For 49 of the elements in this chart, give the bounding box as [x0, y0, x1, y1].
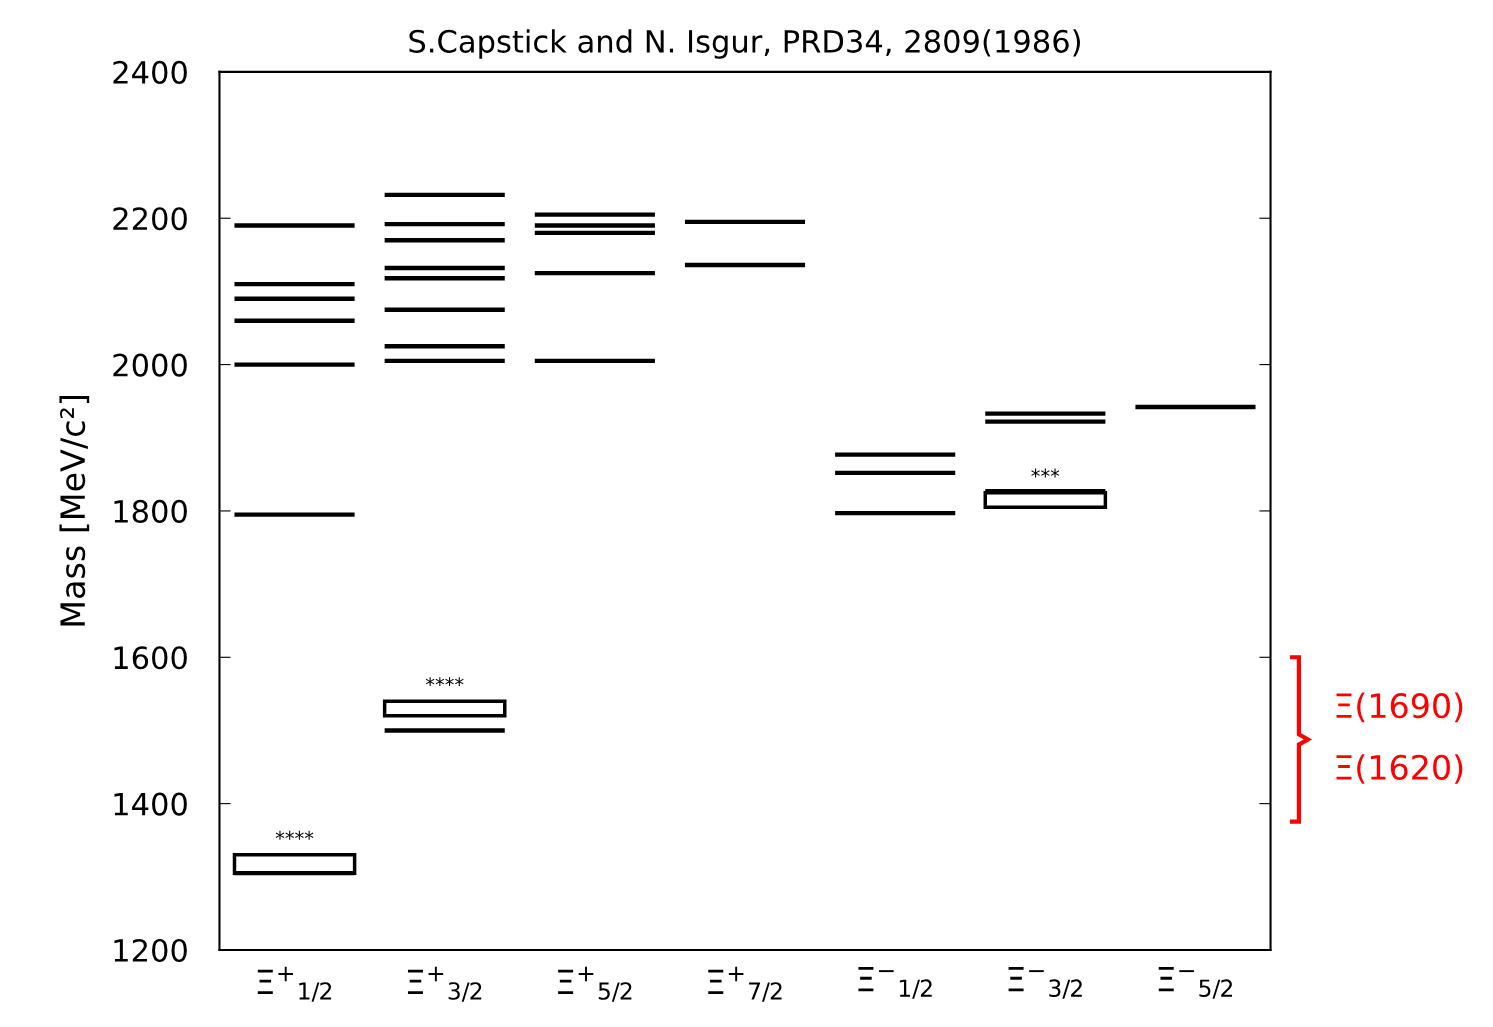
bar [234, 223, 355, 228]
y-tick-label: 1200 [114, 938, 187, 963]
bar [534, 223, 655, 228]
bar [384, 276, 505, 281]
y-axis-title: Mass [MeV/c²] [59, 396, 90, 626]
bar [985, 419, 1106, 424]
bar [384, 307, 505, 312]
y-tick-label: 2000 [113, 353, 187, 377]
annotation: **** [425, 677, 464, 687]
bar [234, 512, 355, 517]
bar [1135, 404, 1256, 410]
bar [534, 270, 655, 276]
bar [384, 221, 505, 227]
bar [234, 296, 355, 301]
bar [384, 358, 505, 364]
bar [234, 362, 355, 367]
bar [234, 318, 355, 323]
annotation: **** [275, 830, 314, 840]
y-tick-label: 2400 [113, 60, 187, 84]
text: Ξ(1690) [1336, 692, 1463, 723]
bar [684, 262, 806, 268]
x-tick-label: Ξ$^{−}$$_{3/2}$ [1008, 966, 1082, 999]
y-tick-label: 2200 [113, 207, 187, 231]
y-tick-label: 1800 [114, 499, 187, 523]
bar [835, 510, 956, 516]
annotation: *** [1031, 468, 1060, 478]
x-tick-label: Ξ$^{+}$$_{3/2}$ [407, 966, 482, 1002]
x-tick-label: Ξ$^{−}$$_{5/2}$ [1158, 966, 1232, 999]
x-tick-label: Ξ$^{+}$$_{7/2}$ [708, 966, 782, 1002]
text: Ξ(1620) [1336, 754, 1463, 784]
chart-title: S.Capstick and N. Isgur, PRD34, 2809(1986) [409, 29, 1080, 59]
bar [234, 281, 355, 287]
bar [384, 192, 505, 198]
x-tick-label: Ξ$^{+}$$_{5/2}$ [558, 966, 632, 1002]
x-tick-label: Ξ$^{−}$$_{1/2}$ [858, 966, 932, 999]
y-tick-label: 1600 [114, 646, 187, 670]
bar [534, 358, 655, 364]
bar [835, 470, 956, 476]
bar [534, 230, 655, 236]
bar [684, 219, 806, 225]
bar [985, 411, 1106, 416]
y-tick-label: 1400 [114, 792, 187, 816]
bar [534, 212, 655, 217]
bar [384, 265, 505, 271]
bar [384, 237, 505, 243]
bar [835, 452, 956, 457]
x-tick-label: Ξ$^{+}$$_{1/2}$ [257, 966, 332, 1002]
bar [384, 344, 505, 349]
bar [384, 728, 505, 733]
